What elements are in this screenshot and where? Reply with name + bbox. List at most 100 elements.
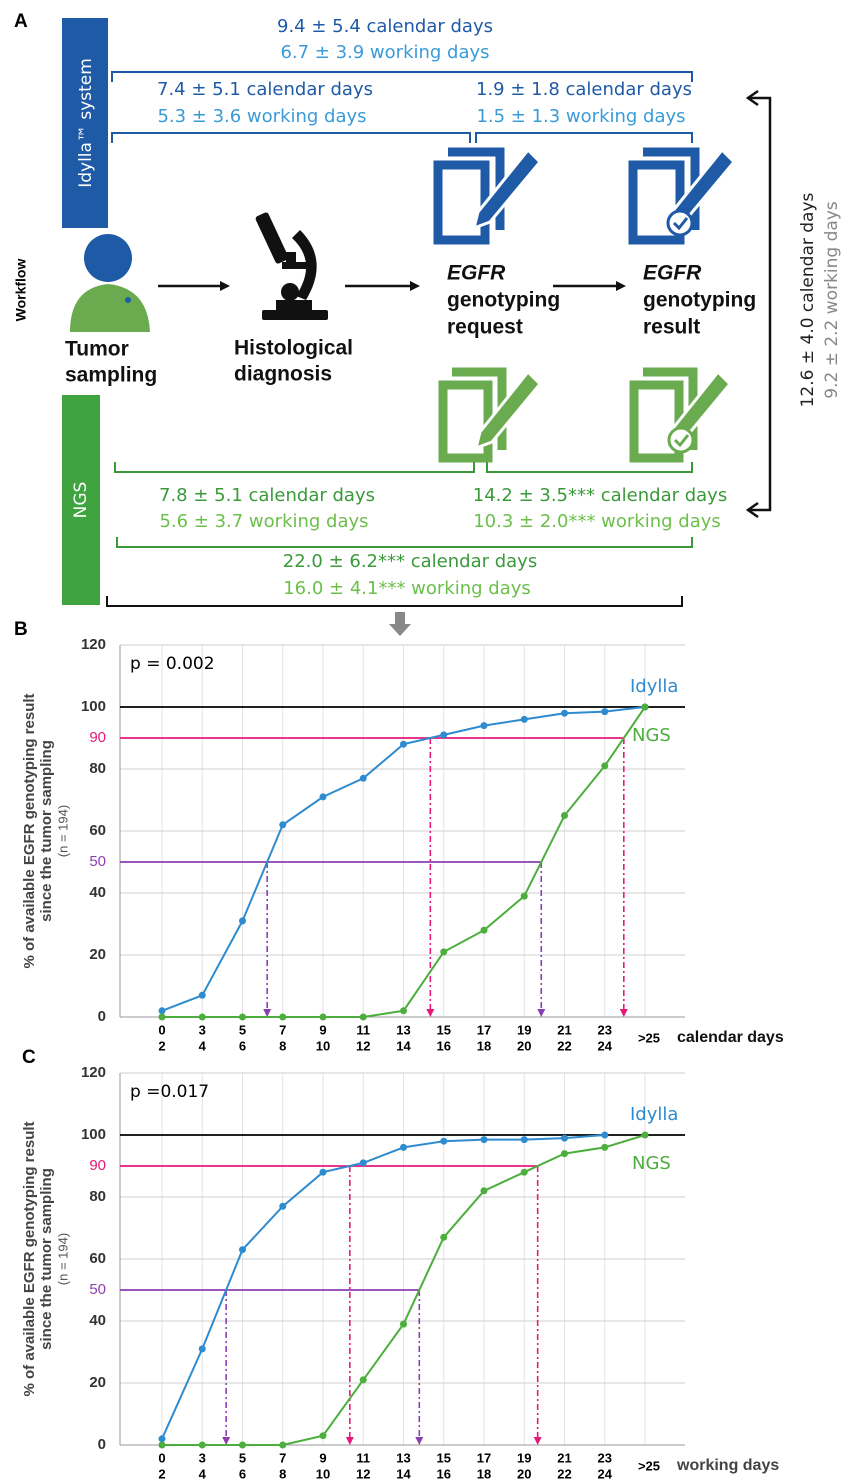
- x-tick-label: 11: [356, 1450, 370, 1465]
- data-point: [641, 1131, 649, 1139]
- step-label: result: [643, 316, 700, 339]
- x-tick-label: 8: [279, 1466, 286, 1481]
- x-tick-label: 5: [239, 1022, 246, 1037]
- data-point: [198, 1345, 206, 1353]
- y-tick-label: 100: [81, 1126, 106, 1143]
- series-line: [161, 1134, 605, 1440]
- y-axis-label: since the tumor sampling: [38, 1168, 55, 1350]
- drop-arrowhead: [426, 1009, 435, 1017]
- x-tick-label: 20: [517, 1038, 531, 1053]
- x-tick-label: 15: [437, 1022, 451, 1037]
- x-tick-label: 17: [477, 1022, 491, 1037]
- data-point: [198, 991, 206, 999]
- duration: 5.3 ± 3.6 working days: [157, 106, 366, 127]
- data-point: [561, 709, 568, 717]
- x-tick-label: 2: [158, 1038, 165, 1053]
- data-point: [520, 1136, 528, 1144]
- series-label: Idylla: [630, 676, 678, 697]
- x-axis-label: working days: [676, 1457, 779, 1474]
- doc-icon: [628, 147, 737, 245]
- data-point: [198, 1441, 206, 1449]
- duration: 1.5 ± 1.3 working days: [476, 106, 685, 127]
- threshold-label: 50: [89, 853, 106, 870]
- y-tick-label: 0: [98, 1008, 106, 1025]
- x-tick-label: 10: [316, 1038, 330, 1053]
- y-tick-label: 40: [89, 884, 106, 901]
- flow-arrows: [158, 281, 626, 291]
- y-tick-label: 20: [89, 1374, 106, 1391]
- x-tick-label: 21: [557, 1450, 571, 1465]
- x-tick-label: 13: [396, 1450, 410, 1465]
- duration: 7.8 ± 5.1 calendar days: [159, 485, 375, 506]
- duration: 14.2 ± 3.5*** calendar days: [473, 485, 727, 506]
- x-tick-label: 13: [396, 1022, 410, 1037]
- series-label: NGS: [632, 725, 671, 746]
- x-tick-label: 20: [517, 1466, 531, 1481]
- duration: 10.3 ± 2.0*** working days: [473, 511, 721, 532]
- series-label: Idylla: [630, 1104, 678, 1125]
- duration: 16.0 ± 4.1*** working days: [283, 578, 531, 599]
- annotation: p = 0.002: [130, 654, 215, 674]
- drop-arrowhead: [619, 1009, 628, 1017]
- drop-arrowhead: [533, 1437, 542, 1445]
- data-point: [239, 917, 246, 925]
- data-point: [400, 1143, 407, 1151]
- x-tick-label: 17: [477, 1450, 491, 1465]
- x-tick-label: 8: [279, 1038, 286, 1053]
- x-tick-label: 6: [239, 1466, 246, 1481]
- x-tick-label: 7: [279, 1450, 286, 1465]
- microscope-icon: [255, 212, 328, 320]
- x-tick-label: 21: [557, 1022, 571, 1037]
- data-point: [400, 1007, 407, 1015]
- x-tick-label: 4: [199, 1466, 207, 1481]
- x-tick-label: 10: [316, 1466, 330, 1481]
- drop-arrowhead: [263, 1009, 272, 1017]
- idylla-label: Idylla™ system: [76, 58, 96, 188]
- x-tick-label: 3: [199, 1450, 206, 1465]
- y-tick-label: 120: [81, 636, 106, 653]
- doc-icon: [438, 367, 543, 463]
- overall-bracket: [106, 596, 683, 607]
- step-label: genotyping: [643, 289, 756, 312]
- x-tick-label: 18: [477, 1038, 491, 1053]
- duration: 9.4 ± 5.4 calendar days: [277, 16, 493, 37]
- data-point: [319, 793, 327, 801]
- step-label: Tumor: [65, 338, 129, 361]
- series-label: NGS: [632, 1153, 671, 1174]
- x-tick-label: >25: [638, 1458, 660, 1473]
- y-tick-label: 0: [98, 1436, 106, 1453]
- x-tick-label: 2: [158, 1466, 165, 1481]
- x-tick-label: 7: [279, 1022, 286, 1037]
- y-axis-label: % of available EGFR genotyping result: [21, 1121, 38, 1396]
- data-point: [158, 1435, 166, 1443]
- x-tick-label: 0: [158, 1450, 165, 1465]
- x-tick-label: 23: [598, 1450, 612, 1465]
- panel-label: C: [22, 1047, 36, 1068]
- y-tick-label: 20: [89, 946, 106, 963]
- data-point: [400, 1320, 407, 1328]
- person-icon: [70, 234, 150, 332]
- x-tick-label: 24: [598, 1038, 613, 1053]
- x-tick-label: 9: [319, 1450, 326, 1465]
- data-point: [319, 1168, 327, 1176]
- ngs-box: [62, 395, 100, 605]
- data-point: [440, 1233, 448, 1241]
- x-tick-label: 18: [477, 1466, 491, 1481]
- threshold-label: 90: [89, 729, 106, 746]
- data-point: [319, 1432, 327, 1440]
- y-axis-label: (n = 194): [55, 805, 70, 857]
- y-tick-label: 100: [81, 698, 106, 715]
- data-point: [359, 1376, 367, 1384]
- data-point: [520, 1168, 528, 1176]
- data-point: [601, 708, 609, 716]
- data-point: [440, 1137, 448, 1145]
- data-point: [359, 1013, 367, 1021]
- data-point: [279, 1441, 287, 1449]
- y-axis-label: % of available EGFR genotyping result: [21, 693, 38, 968]
- x-tick-label: 19: [517, 1450, 531, 1465]
- data-point: [158, 1013, 166, 1021]
- duration: 5.6 ± 3.7 working days: [159, 511, 368, 532]
- drop-arrowhead: [222, 1437, 231, 1445]
- duration: 12.6 ± 4.0 calendar days: [798, 192, 818, 407]
- idylla-brackets: [111, 71, 693, 143]
